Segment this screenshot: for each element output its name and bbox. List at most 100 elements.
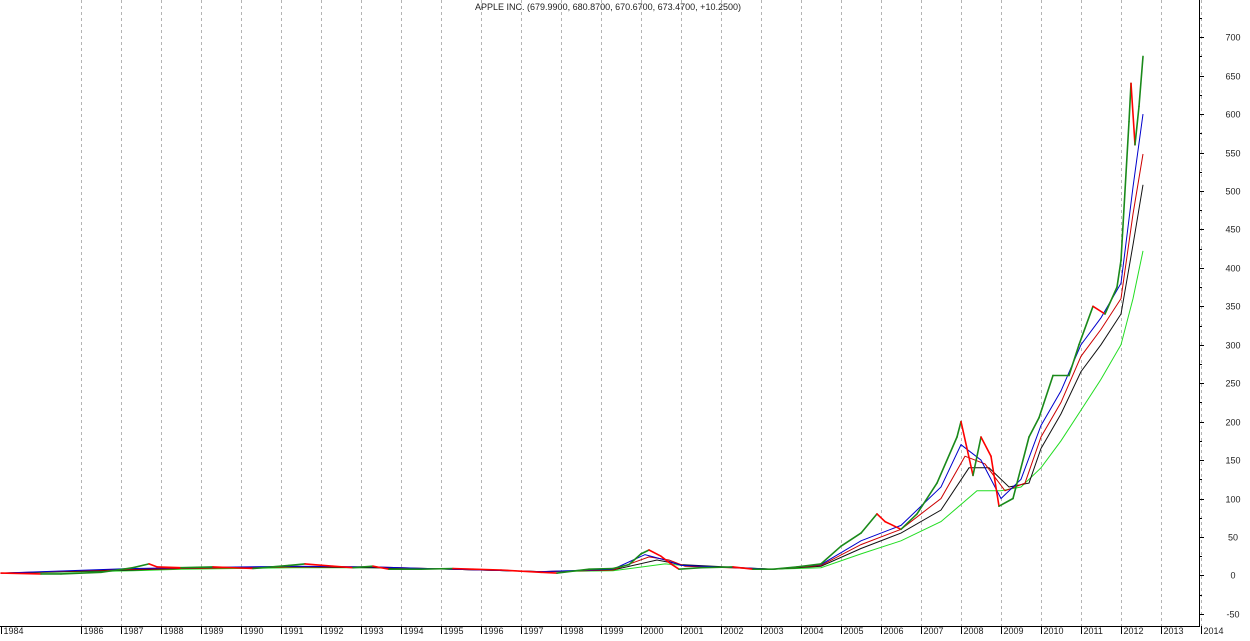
price-segment	[1012, 436, 1030, 500]
price-segment	[660, 555, 672, 565]
price-segment	[916, 482, 938, 515]
price-segment	[148, 563, 158, 568]
price-segment	[772, 566, 798, 571]
x-tick-label: 2003	[764, 626, 784, 636]
price-segment	[540, 571, 558, 574]
x-tick-label: 2004	[804, 626, 824, 636]
y-tick-label: 0	[1230, 571, 1235, 581]
x-tick-label: 2009	[1004, 626, 1024, 636]
x-tick-label: 2010	[1044, 626, 1064, 636]
chart-title: APPLE INC. (679.9900, 680.8700, 670.6700…	[475, 2, 741, 12]
price-segment	[452, 567, 474, 571]
x-tick-label: 2014	[1204, 626, 1224, 636]
price-segment	[860, 513, 878, 534]
x-tick-label: 1989	[204, 626, 224, 636]
price-series	[0, 55, 1144, 575]
x-tick-label: 2006	[884, 626, 904, 636]
price-segment	[884, 520, 902, 531]
price-segment	[1104, 286, 1118, 315]
price-segment	[1120, 120, 1130, 262]
price-segment	[500, 569, 542, 574]
y-tick-label: 650	[1225, 72, 1240, 82]
price-segment	[556, 568, 590, 574]
price-segment	[352, 565, 374, 569]
y-tick-label: 600	[1225, 110, 1240, 120]
y-tick-label: 200	[1225, 418, 1240, 428]
x-tick-label: 1994	[404, 626, 424, 636]
price-segment	[1038, 374, 1054, 419]
axes	[0, 0, 1200, 627]
y-tick-label: -50	[1226, 610, 1239, 620]
price-segment	[252, 564, 290, 570]
y-tick-label: 500	[1225, 187, 1240, 197]
y-tick-label: 700	[1225, 33, 1240, 43]
price-segment	[732, 566, 754, 571]
x-tick-label: 2013	[1164, 626, 1184, 636]
price-segment	[288, 563, 306, 567]
price-segment	[1028, 416, 1040, 438]
x-tick-label: 2012	[1124, 626, 1144, 636]
y-tick-label: 400	[1225, 264, 1240, 274]
price-segment	[956, 420, 962, 438]
x-tick-label: 1995	[444, 626, 464, 636]
price-segment	[678, 566, 702, 571]
price-segment	[1134, 105, 1140, 146]
x-tick-label: 1999	[604, 626, 624, 636]
price-segment	[640, 549, 650, 555]
x-tick-label: 1997	[524, 626, 544, 636]
price-segment	[0, 572, 42, 575]
y-tick-label: 100	[1225, 495, 1240, 505]
x-tick-label: 1991	[284, 626, 304, 636]
x-tick-label: 1984	[4, 626, 24, 636]
x-tick-label: 2007	[924, 626, 944, 636]
price-segment	[472, 568, 502, 571]
x-tick-label: 1993	[364, 626, 384, 636]
x-tick-label: 2011	[1084, 626, 1103, 636]
price-segment	[990, 455, 1000, 508]
price-segment	[612, 563, 630, 570]
price-segment	[820, 545, 842, 565]
price-segment	[180, 566, 214, 569]
price-segment	[796, 563, 822, 568]
x-tick-label: 1990	[244, 626, 264, 636]
price-segment	[304, 563, 334, 568]
price-segment	[332, 565, 354, 569]
x-tick-label: 2005	[844, 626, 864, 636]
price-segment	[840, 532, 862, 548]
price-segment	[1068, 343, 1080, 377]
price-segment	[980, 436, 992, 458]
x-tick-label: 1996	[484, 626, 504, 636]
x-tick-label: 1986	[84, 626, 104, 636]
y-tick-label: 250	[1225, 379, 1240, 389]
price-segment	[1092, 305, 1106, 315]
x-tick-label: 2001	[684, 626, 704, 636]
price-segment	[156, 566, 182, 569]
price-segment	[936, 436, 958, 484]
price-segment	[1078, 305, 1094, 346]
x-tick-label: 1998	[564, 626, 584, 636]
grid	[81, 0, 1202, 626]
price-segment	[900, 513, 918, 531]
x-tick-label: 2000	[644, 626, 664, 636]
price-segment	[972, 436, 982, 477]
price-segment	[1138, 55, 1144, 108]
price-segment	[372, 565, 390, 571]
price-segment	[212, 566, 254, 570]
x-axis-ticks: 1984 1986 1987 1988 1989 1990 1991 1992 1993 1994…	[1, 626, 1224, 636]
price-segment	[876, 513, 886, 523]
price-segment	[670, 563, 680, 571]
price-segment	[60, 571, 102, 575]
series-group	[0, 55, 1144, 575]
price-segment	[100, 566, 134, 574]
y-tick-label: 50	[1228, 533, 1238, 543]
price-segment	[132, 563, 150, 569]
y-tick-label: 550	[1225, 149, 1240, 159]
x-tick-label: 1992	[324, 626, 344, 636]
price-segment	[648, 549, 662, 558]
price-segment	[588, 567, 614, 571]
x-tick-label: 2008	[964, 626, 984, 636]
price-segment	[420, 567, 454, 571]
price-segment	[1130, 82, 1136, 146]
